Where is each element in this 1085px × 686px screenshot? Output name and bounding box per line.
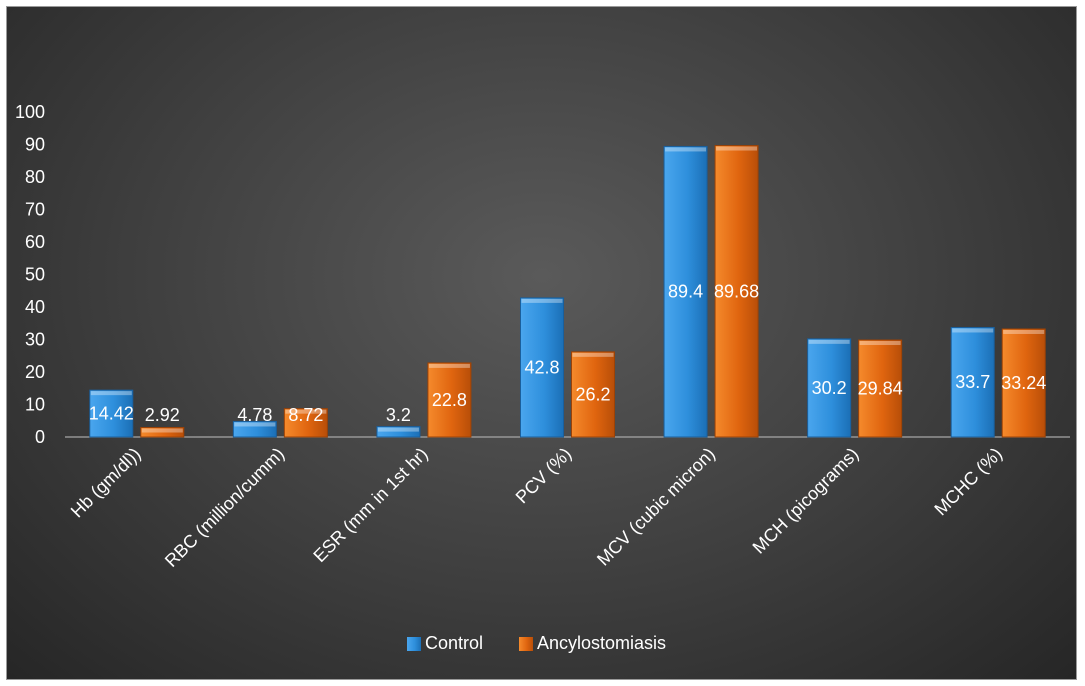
y-tick-label: 100 <box>15 102 45 122</box>
y-axis: 0 10 20 30 40 50 60 70 80 90 100 <box>15 102 45 447</box>
data-label: 14.42 <box>89 404 134 424</box>
y-tick-label: 70 <box>25 200 45 220</box>
bar-ancylostomiasis <box>283 408 328 438</box>
data-label: 3.2 <box>386 405 411 425</box>
bar-bevel <box>285 409 327 414</box>
bar-bevel <box>377 427 419 432</box>
data-label: 26.2 <box>575 384 610 404</box>
y-tick-label: 50 <box>25 265 45 285</box>
legend-swatch-ancylostomiasis <box>519 637 533 651</box>
bar-control <box>520 297 564 438</box>
bar-ancylostomiasis <box>1001 328 1046 438</box>
legend-label: Ancylostomiasis <box>537 633 666 653</box>
bar-control <box>89 389 134 438</box>
y-tick-label: 10 <box>25 395 45 415</box>
bar-bevel <box>234 422 276 427</box>
bar-bevel <box>521 298 563 303</box>
bar-control <box>232 420 277 438</box>
bar-bevel <box>572 352 614 357</box>
bar-bevel <box>859 341 901 346</box>
data-label: 89.68 <box>714 281 759 301</box>
x-category-label: MCV (cubic micron) <box>593 444 719 570</box>
data-label: 2.92 <box>145 405 180 425</box>
bar-bevel <box>808 339 850 344</box>
x-category-label: ESR (mm in 1st hr) <box>309 444 431 566</box>
x-axis: Hb (gm/dl)) RBC (million/cumm) ESR (mm in … <box>65 436 1070 571</box>
x-category-label: MCHC (%) <box>930 444 1006 520</box>
y-tick-label: 80 <box>25 167 45 187</box>
bar-ancylostomiasis <box>427 362 472 438</box>
legend-swatch-control <box>407 637 421 651</box>
y-tick-label: 60 <box>25 232 45 252</box>
bar-ancylostomiasis <box>140 427 185 438</box>
data-label: 30.2 <box>812 378 847 398</box>
x-category-label: PCV (%) <box>512 444 576 508</box>
bar-control <box>663 145 708 438</box>
data-label: 29.84 <box>858 379 903 399</box>
bar-bevel <box>952 328 994 333</box>
bar-control <box>376 426 421 438</box>
data-label: 89.4 <box>668 282 703 302</box>
bar-bevel <box>141 428 183 433</box>
y-tick-label: 0 <box>35 427 45 447</box>
bar-chart: 0 10 20 30 40 50 60 70 80 90 100 Hb (gm/dl)) RBC (m… <box>15 102 1070 653</box>
chart-frame: 0 10 20 30 40 50 60 70 80 90 100 Hb (gm/dl)) RBC (m… <box>6 6 1077 680</box>
data-label: 42.8 <box>524 357 559 377</box>
x-category-label: MCH (picograms) <box>749 444 863 558</box>
data-label: 33.24 <box>1001 373 1046 393</box>
y-tick-label: 40 <box>25 297 45 317</box>
bar-control <box>807 338 852 438</box>
bar-ancylostomiasis <box>858 339 903 438</box>
data-label: 4.78 <box>237 405 272 425</box>
data-label: 8.72 <box>288 405 323 425</box>
legend: Control Ancylostomiasis <box>407 633 666 653</box>
bar-bevel <box>428 363 470 368</box>
x-category-label: Hb (gm/dl)) <box>67 444 145 522</box>
legend-label: Control <box>425 633 483 653</box>
y-tick-label: 90 <box>25 135 45 155</box>
bars <box>89 145 1046 438</box>
bar-bevel <box>1003 329 1045 334</box>
bar-control <box>950 326 995 438</box>
y-tick-label: 20 <box>25 362 45 382</box>
data-label: 22.8 <box>432 390 467 410</box>
bar-bevel <box>716 146 758 151</box>
x-category-label: RBC (million/cumm) <box>161 444 288 571</box>
y-tick-label: 30 <box>25 330 45 350</box>
bar-ancylostomiasis <box>714 145 759 438</box>
bar-bevel <box>665 147 707 152</box>
data-labels: 14.42 2.92 4.78 8.72 3.2 22.8 42.8 26.2 89.4 89.6… <box>89 281 1046 425</box>
data-label: 33.7 <box>955 372 990 392</box>
bar-ancylostomiasis <box>571 351 615 438</box>
bar-bevel <box>90 391 132 396</box>
